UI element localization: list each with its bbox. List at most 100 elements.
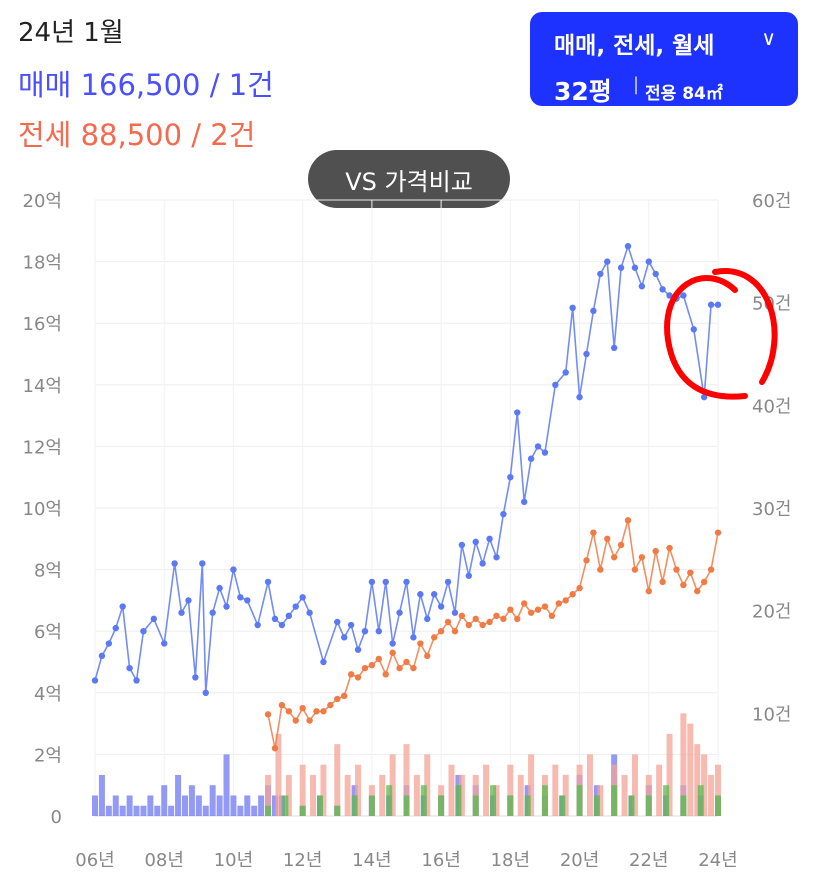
- data-point: [327, 701, 334, 709]
- data-point: [382, 671, 389, 678]
- data-point: [652, 270, 659, 278]
- volume-bar: [576, 785, 583, 816]
- data-point: [610, 344, 618, 352]
- data-point: [98, 652, 106, 660]
- data-point: [347, 621, 355, 629]
- data-point: [244, 597, 251, 604]
- jeonse-summary: 전세 88,500 / 2건: [18, 118, 256, 152]
- data-point: [299, 594, 306, 601]
- data-point: [430, 591, 438, 598]
- right-axis-tick: 40건: [752, 396, 791, 417]
- data-point: [320, 708, 327, 715]
- data-point: [597, 566, 604, 573]
- volume-bars: [92, 713, 721, 816]
- volume-bar: [656, 764, 663, 816]
- data-point: [341, 692, 348, 700]
- x-axis-tick: 24년: [698, 850, 737, 871]
- data-point: [105, 640, 113, 647]
- data-point: [396, 664, 403, 672]
- volume-bar: [694, 744, 701, 816]
- data-point: [389, 640, 396, 647]
- data-point: [472, 615, 479, 623]
- data-point: [520, 600, 528, 607]
- data-point: [562, 597, 569, 604]
- data-point: [334, 695, 341, 703]
- data-point: [680, 581, 687, 589]
- volume-bar: [175, 774, 182, 816]
- volume-bar: [161, 785, 168, 816]
- annotation-circle: [664, 275, 748, 400]
- volume-bar: [105, 805, 112, 816]
- data-point: [389, 649, 396, 656]
- volume-bar: [420, 785, 427, 816]
- data-point: [507, 474, 514, 481]
- data-point: [479, 560, 486, 567]
- left-axis-tick: 2억: [34, 745, 62, 766]
- volume-bar: [299, 764, 306, 816]
- data-point: [638, 283, 646, 290]
- volume-bar: [258, 795, 265, 816]
- volume-bar: [507, 764, 514, 816]
- data-point: [271, 615, 279, 623]
- volume-bar: [316, 795, 323, 816]
- volume-bar: [611, 785, 618, 816]
- volume-bar: [472, 795, 479, 816]
- data-point: [465, 572, 472, 579]
- data-point: [707, 566, 715, 573]
- data-point: [185, 597, 192, 604]
- volume-bar: [517, 774, 524, 816]
- left-axis-tick: 0: [51, 807, 62, 828]
- data-point: [458, 612, 466, 619]
- data-point: [638, 554, 646, 561]
- price-compare-button[interactable]: VS 가격비교: [308, 150, 510, 208]
- data-point: [624, 243, 632, 250]
- data-point: [541, 603, 549, 610]
- data-point: [396, 609, 403, 616]
- volume-bar: [92, 795, 98, 816]
- data-point: [285, 708, 293, 715]
- volume-bar: [697, 785, 704, 816]
- data-point: [527, 455, 535, 462]
- volume-bar: [666, 733, 673, 816]
- data-point: [552, 381, 559, 388]
- volume-bar: [98, 774, 105, 816]
- data-point: [271, 745, 279, 752]
- filter-size: 32평: [554, 77, 612, 106]
- data-point: [216, 584, 223, 592]
- trade-filter-button[interactable]: 매매, 전세, 월세 ∨ 32평 | 전용 84㎡: [530, 12, 798, 106]
- volume-bar: [424, 754, 431, 816]
- volume-bar: [299, 805, 306, 816]
- data-point: [444, 618, 452, 626]
- data-point: [347, 671, 355, 678]
- data-point: [610, 554, 618, 561]
- data-point: [278, 621, 286, 629]
- volume-bar: [351, 795, 358, 816]
- volume-bar: [126, 795, 133, 816]
- volume-bar: [147, 795, 154, 816]
- data-point: [486, 535, 493, 542]
- data-point: [140, 628, 147, 635]
- data-point: [368, 578, 376, 586]
- data-point: [659, 286, 666, 293]
- left-axis-tick: 4억: [34, 684, 62, 705]
- volume-bar: [188, 785, 195, 816]
- volume-bar: [597, 785, 604, 816]
- volume-bar: [524, 795, 531, 816]
- data-point: [687, 569, 694, 576]
- data-point: [292, 717, 299, 724]
- filter-area: 전용 84㎡: [645, 84, 723, 104]
- data-point: [237, 594, 244, 601]
- data-point: [403, 658, 410, 666]
- data-point: [199, 560, 206, 567]
- data-point: [306, 609, 313, 616]
- volume-bar: [265, 805, 272, 816]
- volume-bar: [413, 774, 420, 816]
- sale-summary: 매매 166,500 / 1건: [18, 68, 274, 102]
- data-point: [171, 560, 178, 567]
- data-point: [576, 393, 583, 401]
- filter-separator: |: [633, 74, 640, 95]
- volume-bar: [230, 795, 237, 816]
- data-point: [569, 591, 576, 598]
- x-axis-tick: 22년: [629, 850, 668, 871]
- data-point: [278, 701, 286, 709]
